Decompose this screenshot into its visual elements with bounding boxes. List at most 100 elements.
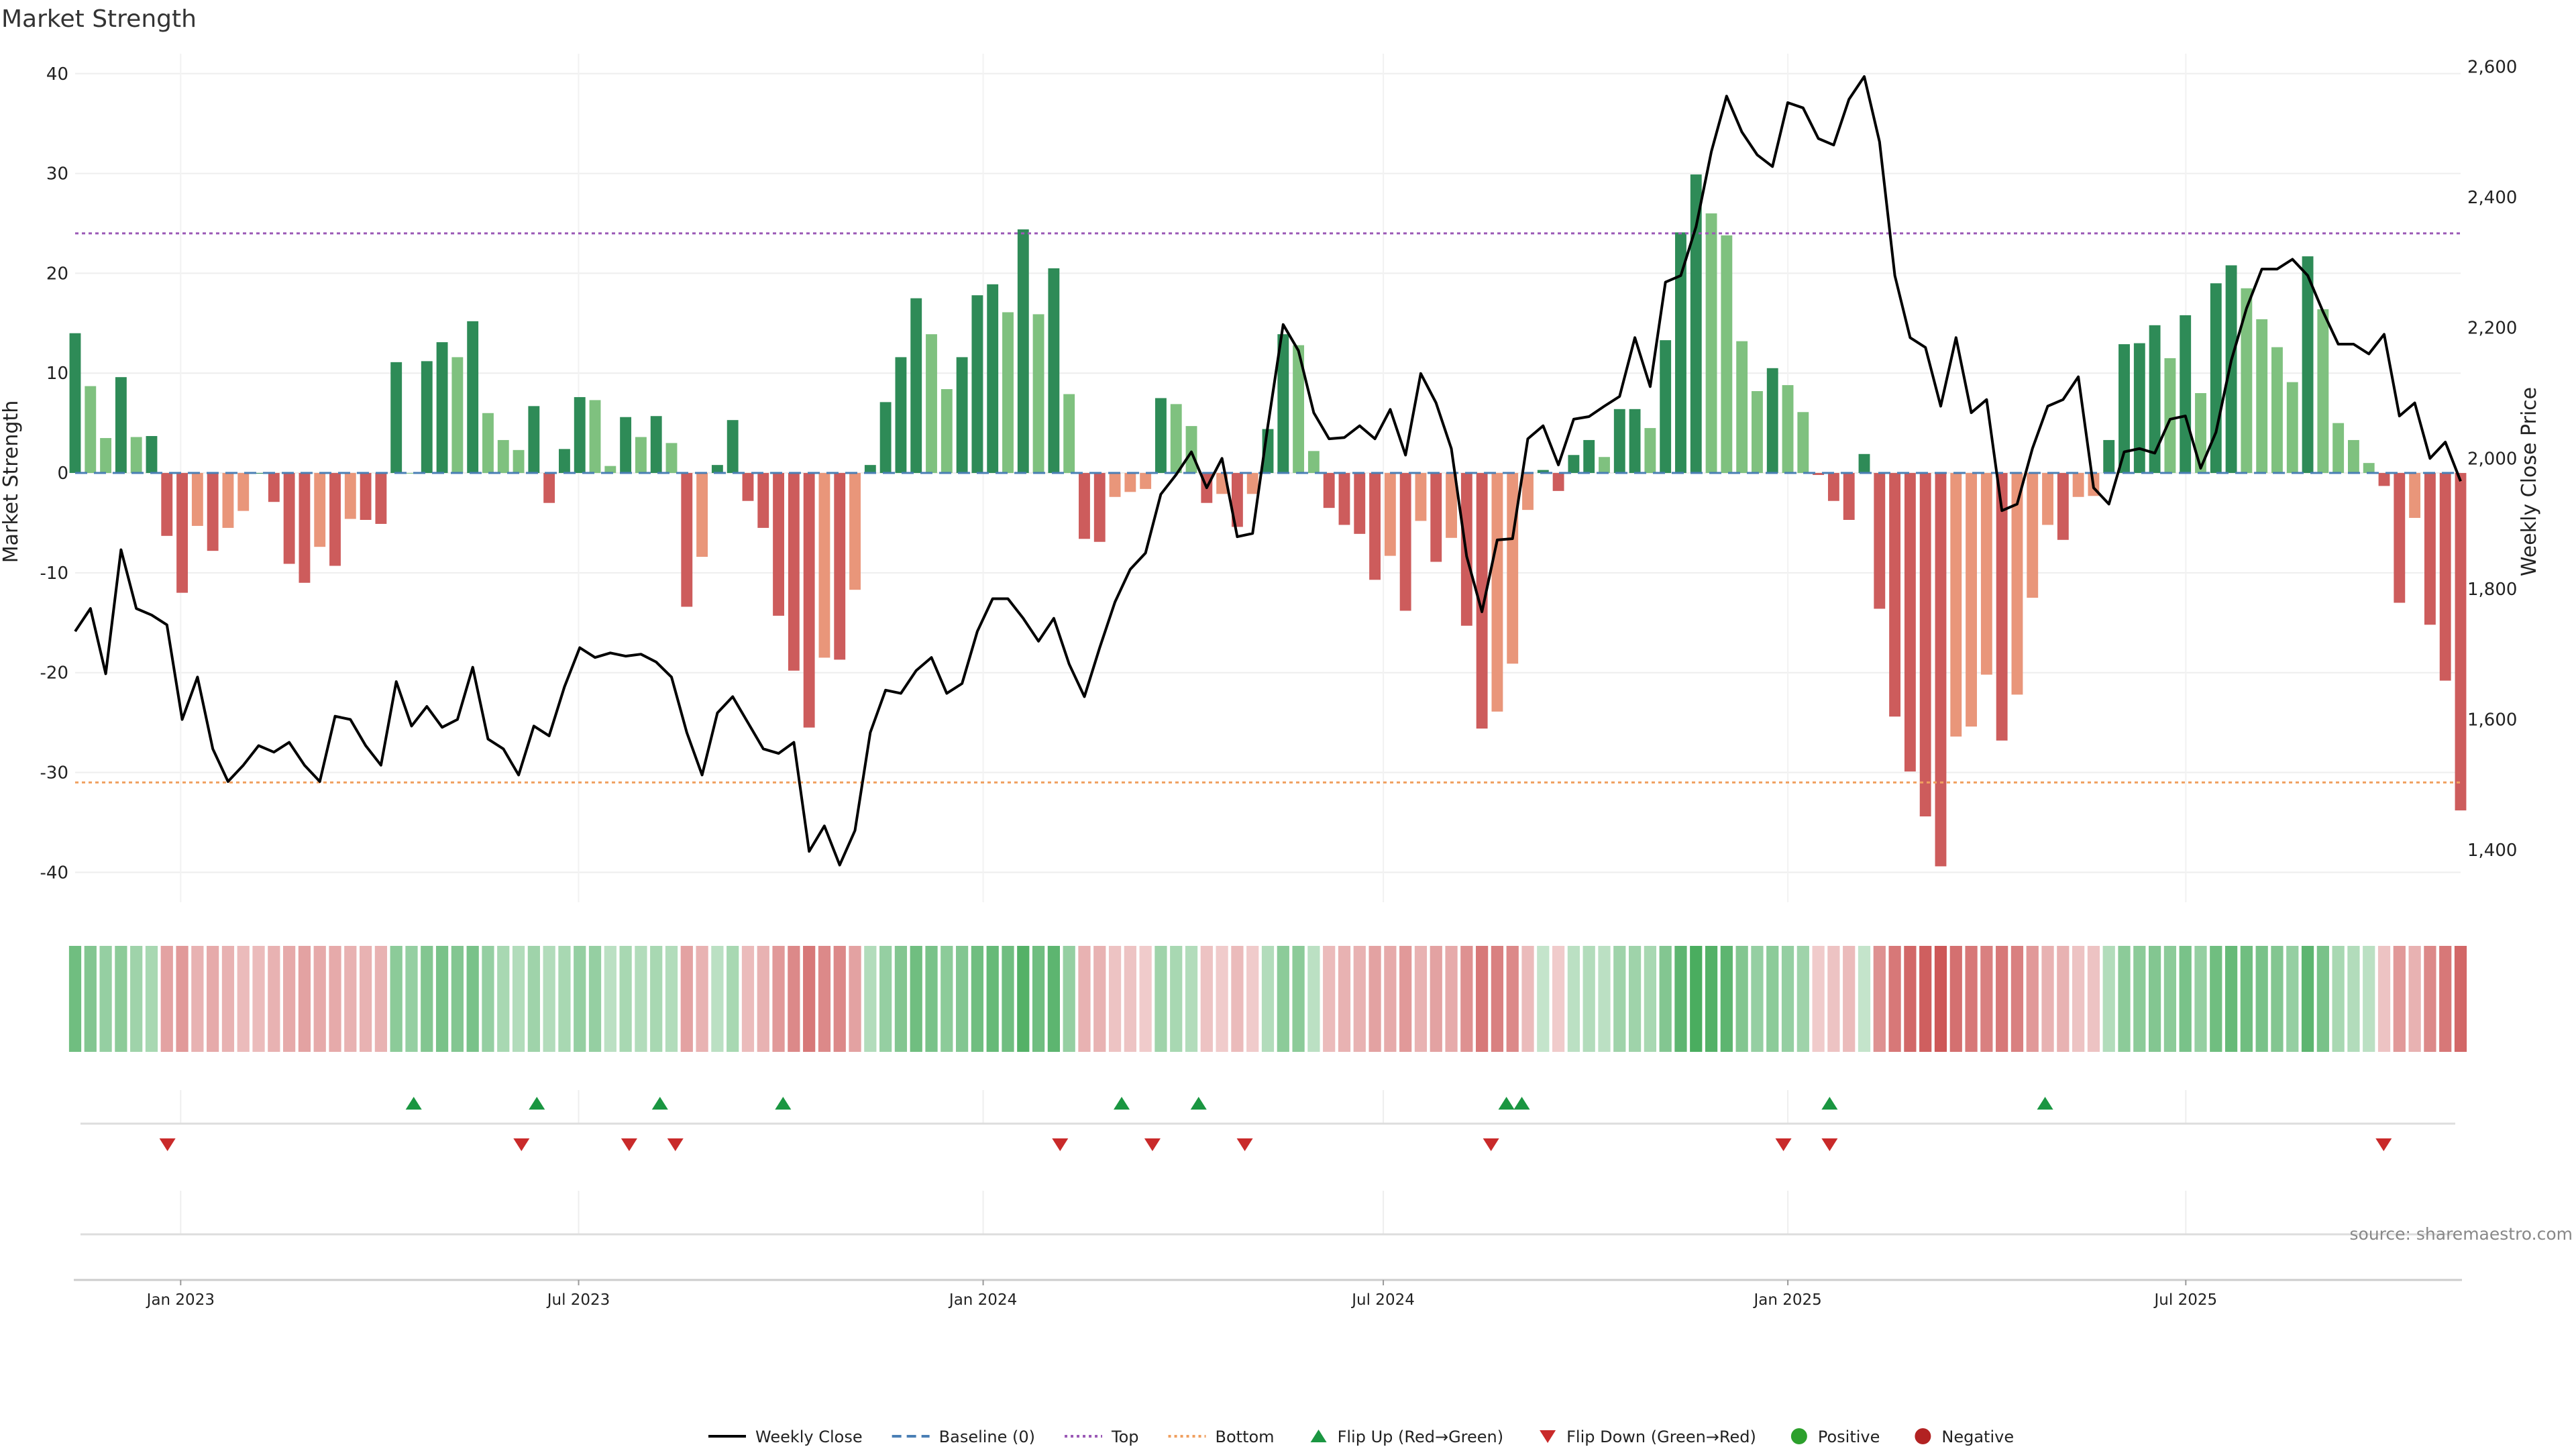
strength-bar (849, 473, 861, 590)
heat-cell (421, 946, 433, 1052)
flip-down-marker (2375, 1138, 2392, 1151)
heat-cell (1307, 946, 1320, 1052)
strength-bar (528, 406, 540, 474)
heat-cell (1032, 946, 1045, 1052)
y-tick-label: -20 (40, 663, 68, 684)
heat-cell (1996, 946, 2008, 1052)
heat-cell (1353, 946, 1366, 1052)
heat-cell (955, 946, 969, 1052)
strength-bar (1889, 473, 1901, 717)
strength-bar (253, 473, 264, 474)
heat-cell (574, 946, 586, 1052)
heat-cell (1476, 946, 1489, 1052)
strength-bar (757, 473, 769, 528)
strength-bar (2180, 315, 2192, 474)
heat-cell (2102, 946, 2115, 1052)
x-axis: Jan 2023 Jul 2023 Jan 2024 Jul 2024 Jan 2025… (74, 1279, 2462, 1309)
flip-up-marker (1114, 1097, 1130, 1110)
heat-cell (1063, 946, 1075, 1052)
heat-cell (1368, 946, 1381, 1052)
legend-label: Bottom (1216, 1428, 1275, 1446)
heat-cell (910, 946, 922, 1052)
strength-bar (1766, 368, 1778, 474)
reference-lines (75, 232, 2461, 784)
strength-bar (2195, 393, 2206, 474)
strength-bar (1231, 473, 1243, 527)
heat-cell (1246, 946, 1259, 1052)
heat-cell (68, 946, 82, 1052)
heat-cell (2271, 946, 2284, 1052)
y-axis-label: Market Strength (0, 400, 23, 563)
strength-bar (941, 389, 953, 474)
heat-cell (2393, 946, 2406, 1052)
strength-bar (773, 473, 784, 616)
strength-bar (146, 435, 158, 474)
strength-bar (1568, 455, 1580, 474)
heat-cell (405, 946, 418, 1052)
heat-cell (680, 946, 693, 1052)
heat-cell (604, 946, 616, 1052)
heat-cell (130, 946, 143, 1052)
heat-cell (313, 946, 326, 1052)
strength-bar (69, 333, 81, 474)
chart-title: Market Strength (1, 5, 197, 33)
heat-cell (1613, 946, 1626, 1052)
strength-bar (2072, 473, 2084, 497)
heat-cell (558, 946, 571, 1052)
x-tick-label: Jan 2024 (948, 1291, 1017, 1309)
left-axis-ticks: 40 30 20 10 0 -10 -20 -30 -40 (40, 64, 68, 883)
strength-bar (2317, 309, 2329, 474)
heat-cell (1965, 946, 1978, 1052)
strength-bar (176, 473, 188, 593)
strength-bar (344, 473, 356, 519)
heat-cell (145, 946, 158, 1052)
heat-cell (2332, 946, 2345, 1052)
strength-bar (1124, 473, 1136, 492)
heat-cell (359, 946, 372, 1052)
y2-axis-label: Weekly Close Price (2518, 387, 2541, 576)
heat-cell (1751, 946, 1764, 1052)
heat-cell (1093, 946, 1106, 1052)
strength-bar (2348, 439, 2359, 474)
legend-item-2: Top (1065, 1428, 1139, 1446)
strength-bar (1338, 473, 1350, 525)
legend: Weekly Close Baseline (0) Top Bottom Flip Up… (708, 1428, 2014, 1446)
strength-bar (390, 362, 402, 474)
strength-bar (1415, 473, 1427, 521)
heat-cell (941, 946, 953, 1052)
strength-bar (2363, 463, 2375, 474)
heat-cell (2424, 946, 2436, 1052)
heat-cell (1766, 946, 1779, 1052)
strength-bar (1874, 473, 1886, 609)
legend-swatch (1540, 1430, 1556, 1443)
heat-cell (1491, 946, 1504, 1052)
x-tick-label: Jan 2025 (1752, 1291, 1821, 1309)
strength-bar (2164, 358, 2176, 474)
strength-bar (1537, 470, 1549, 474)
strength-bar (1705, 213, 1717, 474)
legend-label: Baseline (0) (939, 1428, 1035, 1446)
heat-cell (1628, 946, 1642, 1052)
strength-bar (1736, 341, 1748, 474)
strength-bar (1507, 473, 1519, 664)
flip-up-marker (1498, 1097, 1515, 1110)
heat-cell (191, 946, 204, 1052)
heat-cell (2010, 946, 2024, 1052)
heat-cell (84, 946, 97, 1052)
heat-cell (1216, 946, 1228, 1052)
heat-cell (482, 946, 494, 1052)
heat-cell (971, 946, 984, 1052)
strength-bar (2057, 473, 2069, 540)
strength-bar (2103, 439, 2115, 474)
strength-bar (2042, 473, 2053, 525)
y-tick-label: 40 (46, 64, 68, 85)
heat-cell (2439, 946, 2452, 1052)
heat-cell (1108, 946, 1122, 1052)
heat-cell (1414, 946, 1428, 1052)
y2-tick-label: 2,200 (2467, 319, 2517, 339)
strength-bar (1935, 473, 1947, 867)
x-tick-label: Jul 2024 (1350, 1291, 1415, 1309)
flip-up-marker (1190, 1097, 1207, 1110)
strength-bar (1797, 412, 1809, 474)
